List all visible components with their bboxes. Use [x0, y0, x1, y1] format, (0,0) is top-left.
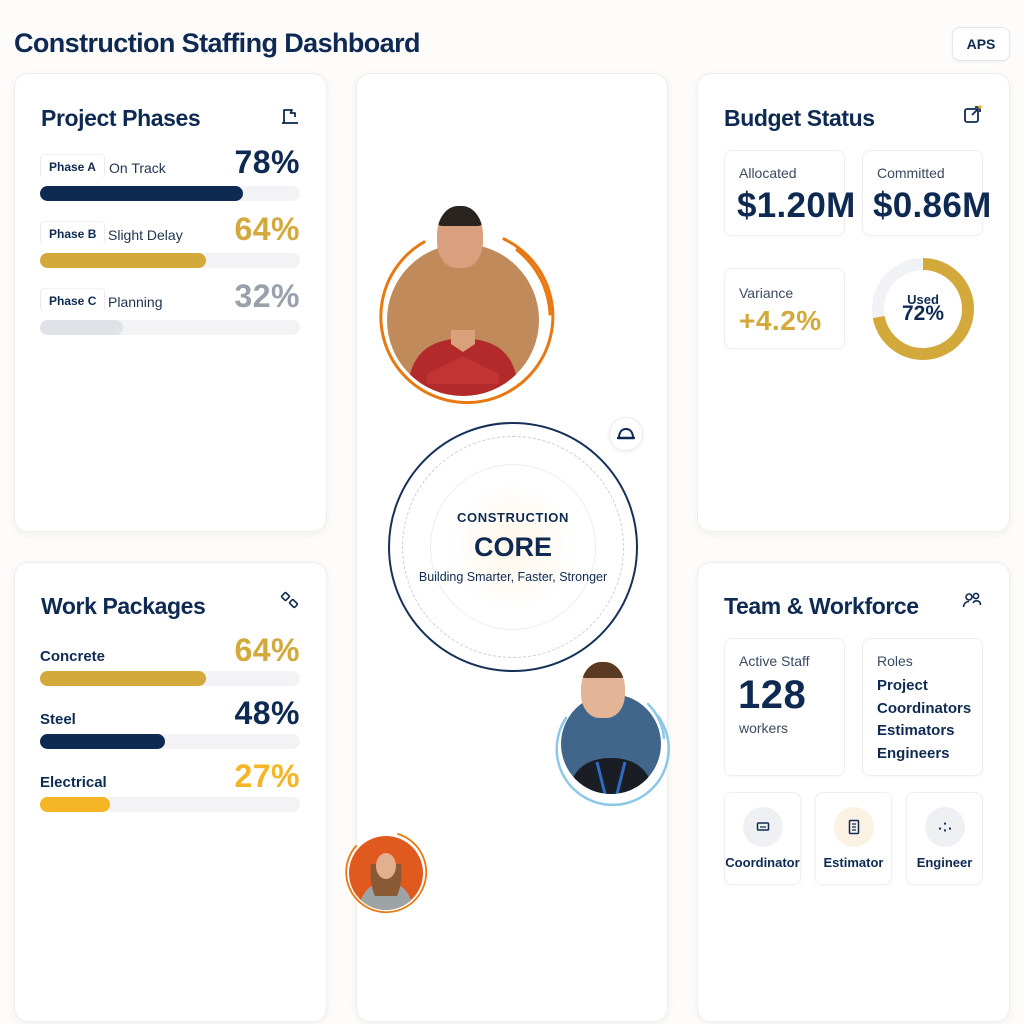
work-package-percent: 27% — [234, 758, 300, 794]
external-link-icon[interactable] — [963, 104, 983, 124]
role-item: Coordinators — [877, 699, 972, 717]
project-phases-card: Project Phases — [14, 73, 327, 532]
active-staff-value: 128 — [738, 673, 807, 717]
role-card-label: Coordinator — [725, 855, 800, 870]
progress-fill — [40, 320, 124, 335]
person-icon — [407, 330, 519, 396]
users-icon[interactable] — [962, 591, 982, 611]
role-card-engineer[interactable]: Engineer — [906, 792, 983, 885]
progress-track — [40, 186, 300, 201]
core-subtitle: Building Smarter, Faster, Stronger — [418, 570, 608, 584]
allocated-value: $1.20M — [737, 186, 856, 225]
phase-status: Planning — [108, 294, 163, 310]
phase-tag: Phase B — [40, 221, 106, 245]
work-package-row[interactable]: Concrete 64% — [40, 632, 300, 690]
monitor-icon — [743, 807, 783, 847]
progress-track — [40, 734, 300, 749]
avatar-ring-orange-small — [345, 833, 428, 914]
phase-row[interactable]: Phase A On Track 78% — [40, 144, 300, 202]
variance-stat: Variance +4.2% — [724, 268, 845, 349]
used-donut — [872, 258, 974, 360]
phase-row[interactable]: Phase B Slight Delay 64% — [40, 211, 300, 269]
progress-fill — [40, 734, 165, 749]
hard-hat-icon[interactable] — [609, 417, 643, 451]
core-ring — [388, 422, 638, 672]
project-phases-title: Project Phases — [41, 105, 201, 131]
variance-value: +4.2% — [739, 305, 822, 336]
role-card-label: Estimator — [823, 855, 884, 870]
progress-fill — [40, 186, 243, 201]
work-package-label: Concrete — [40, 648, 106, 665]
used-value: 72% — [901, 302, 945, 325]
team-title: Team & Workforce — [724, 593, 919, 619]
allocated-label: Allocated — [739, 165, 797, 181]
work-package-row[interactable]: Steel 48% — [40, 695, 300, 753]
avatar-ring-orange — [379, 237, 555, 405]
core-title: CORE — [473, 532, 552, 562]
role-item: Estimators — [877, 722, 955, 739]
calculator-icon — [834, 807, 874, 847]
progress-track — [40, 253, 300, 268]
used-label: Used — [907, 292, 939, 307]
hair — [581, 662, 625, 678]
role-item: Engineers — [877, 744, 950, 762]
work-package-label: Steel — [40, 711, 76, 728]
roles-stat: Roles Project Coordinators Estimators En… — [862, 638, 983, 776]
budget-title: Budget Status — [724, 105, 875, 131]
avatar-ring-sky — [555, 702, 670, 807]
work-packages-card: Work Packages — [14, 562, 327, 1022]
work-package-percent: 48% — [234, 695, 300, 731]
avatar-head — [581, 662, 625, 718]
phase-percent: 78% — [234, 144, 300, 180]
person-icon — [569, 758, 653, 794]
tag-icon[interactable] — [280, 591, 300, 611]
donut-arc — [872, 258, 974, 360]
progress-fill — [40, 797, 111, 812]
core-kicker: CONSTRUCTION — [457, 510, 569, 525]
phase-percent: 64% — [234, 211, 300, 247]
avatar[interactable] — [387, 244, 539, 396]
roles-label: Roles — [877, 653, 913, 669]
avatar-head — [437, 206, 483, 268]
committed-stat: Committed — [862, 150, 983, 236]
active-staff-label: Active Staff — [739, 653, 810, 669]
phase-status: Slight Delay — [108, 227, 183, 243]
role-item: Project — [877, 677, 928, 694]
progress-track — [40, 671, 300, 686]
active-staff-unit: workers — [739, 720, 789, 736]
core-inner-circle — [430, 464, 596, 630]
progress-track — [40, 797, 300, 812]
hair — [437, 206, 483, 226]
work-package-percent: 64% — [234, 632, 300, 668]
roles-list: Project Coordinators Estimators Engineer… — [877, 675, 971, 765]
phase-percent: 32% — [234, 278, 300, 314]
gears-icon — [925, 807, 965, 847]
phase-row[interactable]: Phase C Planning 32% — [40, 278, 300, 336]
person-icon — [359, 853, 413, 910]
core-dashed-ring — [402, 436, 624, 658]
variance-label: Variance — [739, 285, 794, 301]
allocated-stat: Allocated — [724, 150, 845, 236]
role-card-estimator[interactable]: Estimator — [815, 792, 892, 885]
phase-tag: Phase A — [40, 154, 105, 178]
committed-value: $0.86M — [873, 186, 992, 225]
work-packages-title: Work Packages — [41, 593, 206, 619]
phase-status: On Track — [109, 160, 166, 176]
phase-tag: Phase C — [40, 288, 106, 312]
work-package-label: Electrical — [40, 774, 107, 791]
progress-track — [40, 320, 300, 335]
avatar[interactable] — [349, 836, 423, 910]
committed-label: Committed — [877, 165, 945, 181]
flag-icon[interactable] — [280, 106, 300, 126]
progress-fill — [40, 671, 207, 686]
role-card-label: Engineer — [916, 855, 973, 870]
page-title: Construction Staffing Dashboard — [14, 28, 421, 58]
progress-fill — [40, 253, 207, 268]
active-staff-stat: Active Staff 128 workers — [724, 638, 845, 776]
work-package-row[interactable]: Electrical 27% — [40, 758, 300, 816]
role-card-coordinator[interactable]: Coordinator — [724, 792, 801, 885]
user-button[interactable]: APS — [952, 27, 1010, 61]
